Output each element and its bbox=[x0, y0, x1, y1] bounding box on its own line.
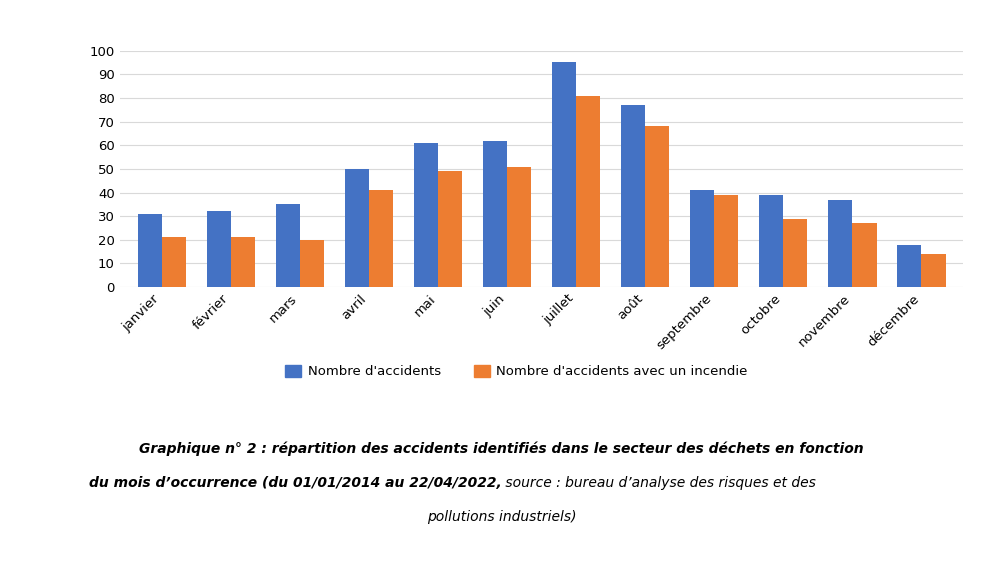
Bar bbox=[507, 167, 531, 287]
Bar bbox=[276, 204, 300, 287]
Text: du mois d’occurrence (du 01/01/2014 au 22/04/2022,: du mois d’occurrence (du 01/01/2014 au 2… bbox=[88, 476, 501, 490]
Bar bbox=[137, 214, 161, 287]
Bar bbox=[230, 238, 255, 287]
Bar bbox=[644, 126, 668, 287]
Legend: Nombre d'accidents, Nombre d'accidents avec un incendie: Nombre d'accidents, Nombre d'accidents a… bbox=[280, 360, 753, 383]
Bar bbox=[206, 212, 230, 287]
Bar bbox=[482, 141, 507, 287]
Bar bbox=[345, 169, 369, 287]
Bar bbox=[921, 254, 945, 287]
Bar bbox=[713, 195, 737, 287]
Bar bbox=[161, 238, 185, 287]
Bar bbox=[759, 195, 783, 287]
Bar bbox=[575, 96, 600, 287]
Bar bbox=[300, 240, 324, 287]
Bar bbox=[852, 224, 876, 287]
Bar bbox=[783, 218, 807, 287]
Bar bbox=[897, 244, 921, 287]
Text: pollutions industriels): pollutions industriels) bbox=[426, 510, 576, 524]
Bar bbox=[551, 62, 575, 287]
Bar bbox=[369, 190, 393, 287]
Bar bbox=[620, 105, 644, 287]
Bar bbox=[414, 143, 438, 287]
Bar bbox=[689, 190, 713, 287]
Text: Graphique n° 2 : répartition des accidents identifiés dans le secteur des déchet: Graphique n° 2 : répartition des acciden… bbox=[139, 442, 863, 457]
Bar bbox=[438, 171, 462, 287]
Bar bbox=[828, 200, 852, 287]
Text: source : bureau d’analyse des risques et des: source : bureau d’analyse des risques et… bbox=[501, 476, 816, 490]
